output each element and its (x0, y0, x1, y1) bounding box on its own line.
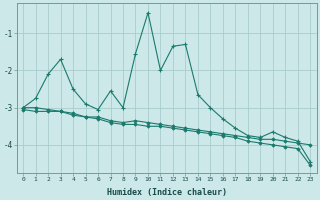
X-axis label: Humidex (Indice chaleur): Humidex (Indice chaleur) (107, 188, 227, 197)
